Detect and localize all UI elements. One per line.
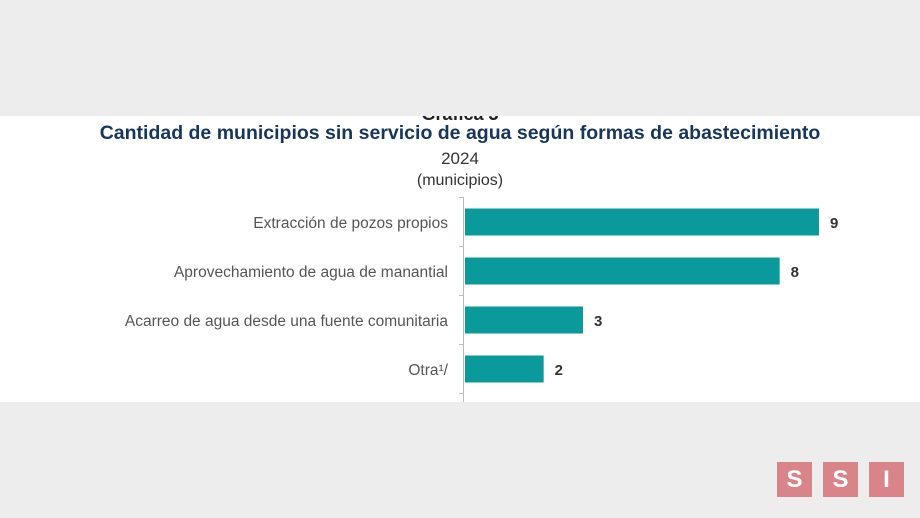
category-label: Extracción de pozos propios	[253, 215, 448, 232]
logo-letter: I	[869, 462, 904, 497]
category-label: Otra¹/	[408, 362, 448, 379]
data-label: 2	[555, 362, 563, 379]
data-label: 9	[830, 215, 838, 232]
bar	[465, 257, 780, 285]
logo-letter: S	[823, 462, 858, 497]
ssi-logo: S S I	[777, 462, 904, 497]
category-label: Aprovechamiento de agua de manantial	[174, 264, 448, 281]
data-label: 8	[791, 264, 799, 281]
chart-title: Cantidad de municipios sin servicio de a…	[99, 122, 821, 144]
category-label: Acarreo de agua desde una fuente comunit…	[125, 313, 449, 330]
data-label: 3	[594, 313, 602, 330]
logo-letter: S	[777, 462, 812, 497]
bar	[465, 208, 819, 236]
bar	[465, 355, 544, 383]
bar	[465, 306, 583, 334]
chart-subtitle: 2024	[441, 149, 479, 168]
chart-unit: (municipios)	[416, 172, 504, 189]
chart-kicker: Gráfica 3	[0, 116, 920, 125]
